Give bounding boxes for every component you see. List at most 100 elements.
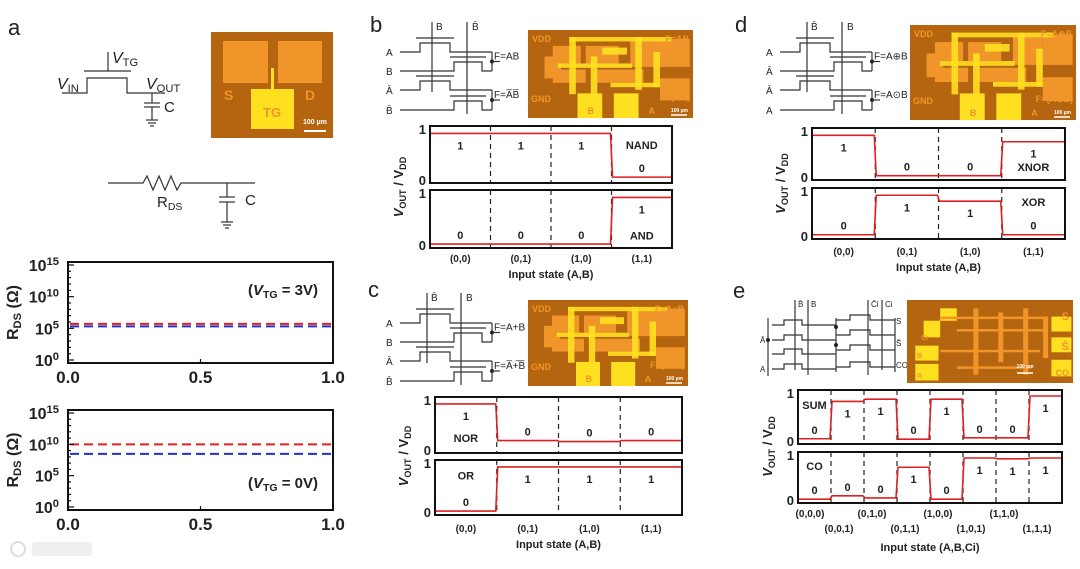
y-tick-label: 1 [787, 386, 794, 401]
input-label: A [766, 48, 773, 59]
metal-line [940, 349, 1040, 353]
scale-label: 100 µm [303, 119, 327, 126]
source-pad [223, 41, 268, 83]
gnd-label: GND [531, 362, 552, 372]
label-part: V [253, 282, 265, 299]
metal-line [1017, 32, 1025, 90]
pad-label: B [587, 106, 594, 116]
output-label: CO [1056, 368, 1070, 378]
output-label: F=A⊕B [1041, 29, 1073, 39]
label-part: 5 [53, 319, 59, 331]
micrograph-c: VDD GND F=A+B F=(A̅+̅B̅) B A 100 µm [528, 300, 688, 386]
input-label: Ā [766, 66, 773, 78]
gate-input-label: Ci [885, 300, 893, 309]
subplot-sum: 0 1 1 0 1 0 0 1 SUM 1 0 [787, 386, 1063, 449]
vdd-label: VDD [532, 304, 552, 314]
subplot-nor: 1 0 0 0 NOR 1 0 [424, 393, 683, 458]
output-label: S̄ [896, 339, 901, 348]
gate-input-label: B [811, 300, 816, 309]
orange-pad [656, 308, 685, 337]
x-tick-label: (0,1) [517, 524, 538, 535]
x-axis-label: Input state (A,B,Ci) [881, 542, 980, 554]
logic-value-label: 1 [976, 465, 982, 477]
metal-line [984, 44, 1010, 52]
logic-value-label: 0 [943, 485, 949, 497]
pad-label: B [970, 108, 977, 118]
pad-label: A [649, 106, 656, 116]
metal-line [993, 82, 1043, 87]
output-label: F=(A̅+̅B̅) [650, 360, 685, 370]
panel-label-b: b [370, 12, 382, 37]
y-tick-label: 1 [424, 456, 431, 471]
metal-line [1036, 48, 1043, 87]
metal-line [608, 351, 656, 356]
transistor-channel [772, 334, 836, 341]
logic-value-label: 1 [463, 411, 469, 423]
orange-pad [594, 69, 644, 83]
input-pad [996, 93, 1022, 120]
input-label: Ā [760, 336, 766, 345]
transistor-channel [400, 351, 492, 362]
label-part: DS [12, 312, 24, 328]
transistor-channel [780, 61, 872, 72]
label-part: R [5, 328, 22, 340]
pad [1051, 316, 1072, 332]
gate-name-label: OR [458, 470, 475, 482]
transistor-channel [400, 61, 492, 72]
metal-line [569, 37, 672, 42]
logic-value-label: 1 [586, 474, 592, 486]
x-tick-label: (1,0,1) [957, 524, 986, 535]
metal-line [1023, 308, 1029, 375]
orange-pad [976, 67, 1027, 82]
y-tick-label: 1 [801, 124, 808, 139]
logic-value-label: 0 [578, 230, 584, 242]
label-part: ( [248, 282, 253, 299]
y-tick-label: 1 [787, 448, 794, 463]
subplot-or: 0 1 1 1 OR 1 0 [424, 456, 683, 520]
rds-label: RDS [157, 194, 182, 213]
metal-line [568, 306, 668, 312]
input-pad [611, 361, 636, 386]
transistor-channel [772, 348, 836, 355]
vdd-label: VDD [532, 34, 552, 44]
vdd-label: VDD [914, 29, 934, 39]
x-tick-label: (1,1) [631, 254, 652, 265]
logic-value-label: 1 [943, 406, 949, 418]
x-tick-label: (1,0) [571, 254, 592, 265]
y-tick-label: 1010 [29, 435, 59, 454]
label-part: 10 [47, 435, 59, 447]
output-trace [813, 194, 1064, 236]
x-tick-label: (1,0) [960, 247, 981, 258]
gnd-label: GND [913, 96, 934, 106]
y-tick-label: 0 [801, 229, 808, 244]
orange-pad [660, 38, 690, 67]
y-axis-label: VOUT / VDD [396, 425, 413, 486]
logic-value-label: 1 [967, 208, 973, 220]
input-label: B̄ [386, 104, 393, 117]
output-label: F=(A̅B̅) [660, 92, 690, 102]
output-label: S [1062, 311, 1069, 323]
x-tick-label: (0,0) [450, 254, 471, 265]
x-tick-label: (1,0) [579, 524, 600, 535]
label-part: V [146, 76, 158, 93]
x-tick-label: (0,0,0) [796, 509, 825, 520]
pad [923, 320, 941, 338]
label-part: OUT [780, 185, 790, 205]
metal-line [557, 63, 632, 68]
label-part: = 0V) [278, 475, 318, 492]
gate-input-label: C̄i [871, 300, 879, 309]
label-part: OUT [157, 83, 181, 95]
metal-line [956, 366, 1032, 369]
transistor-channel [780, 42, 872, 53]
y-tick-label: 105 [35, 319, 59, 338]
input-label: A [760, 365, 766, 374]
input-pad [959, 93, 985, 120]
gate-name-label: SUM [802, 400, 826, 412]
y-axis-label: VOUT / VDD [391, 156, 408, 217]
s-label: S [224, 87, 233, 103]
input-label: Ā [766, 85, 773, 97]
